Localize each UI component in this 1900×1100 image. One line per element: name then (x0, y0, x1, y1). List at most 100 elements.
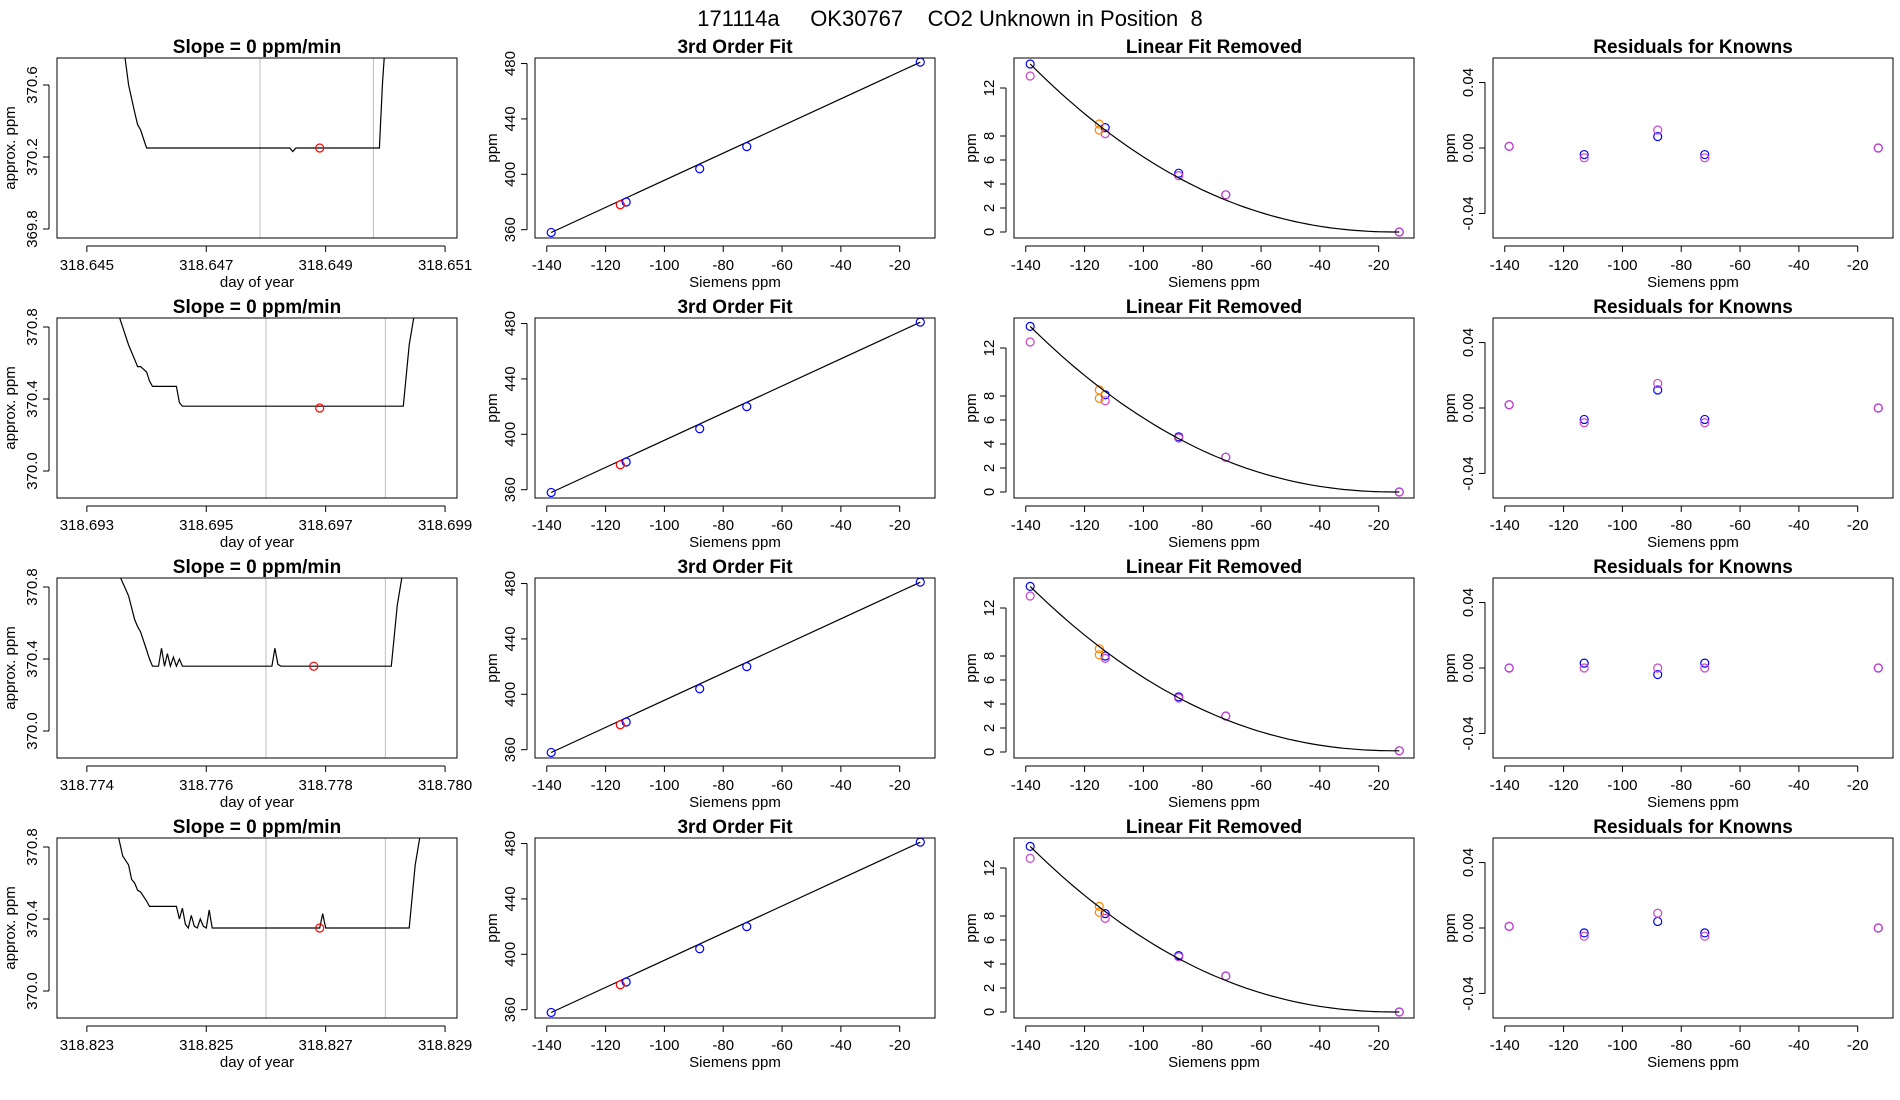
known-point (1700, 414, 1710, 425)
known-point (695, 424, 705, 434)
x-axis-label: Siemens ppm (1168, 534, 1260, 551)
x-tick-label: 318.647 (179, 257, 233, 274)
chart-title: Slope = 0 ppm/min (173, 557, 341, 578)
x-axis-label: day of year (220, 794, 294, 811)
known-point (915, 838, 925, 847)
y-tick-label: 360 (502, 477, 519, 502)
x-tick-label: -120 (591, 257, 621, 274)
y-tick-label: 8 (981, 912, 998, 920)
plot-frame (1492, 57, 1894, 239)
x-tick-label: -120 (1549, 517, 1579, 534)
x-tick-label: -80 (1670, 777, 1692, 794)
x-tick-label: -120 (1070, 777, 1100, 794)
x-axis-label: Siemens ppm (1647, 534, 1739, 551)
y-tick-label: 370.0 (24, 452, 41, 490)
y-tick-label: 370.2 (24, 138, 41, 176)
x-tick-label: -20 (889, 1037, 911, 1054)
plot-area (1025, 59, 1404, 237)
x-tick-label: 318.649 (299, 257, 353, 274)
x-tick-label: -40 (830, 257, 852, 274)
known-point-alt (1579, 663, 1589, 673)
trace-line (120, 578, 403, 669)
x-tick-label: 318.645 (60, 257, 114, 274)
known-point-alt (1174, 693, 1184, 703)
x-tick-label: -60 (1729, 517, 1751, 534)
fit-curve (1029, 845, 1400, 1013)
y-tick-label: 370.6 (24, 66, 41, 104)
x-tick-label: 318.693 (60, 517, 114, 534)
unknown-point (615, 980, 625, 990)
plot-area (118, 838, 421, 1018)
panel-1-4: Residuals for Knowns -140 -120 -100 -80 -60 -4… (1442, 37, 1894, 291)
y-tick-label: 8 (981, 132, 998, 140)
panel-1-2: 3rd Order Fit -140 -120 -100 -80 -60 -40 -20 Sie… (484, 37, 936, 291)
y-tick-label: -0.04 (1460, 716, 1477, 750)
known-point (621, 977, 631, 987)
x-tick-label: 318.774 (60, 777, 114, 794)
trace-line (119, 318, 415, 407)
known-point (1700, 149, 1710, 160)
y-axis-label: ppm (1442, 133, 1459, 162)
x-axis-label: Siemens ppm (1647, 1054, 1739, 1071)
x-tick-label: 318.695 (179, 517, 233, 534)
known-point-alt (1221, 452, 1231, 462)
y-tick-label: 6 (981, 416, 998, 424)
fit-line (550, 61, 921, 234)
y-tick-label: 370.8 (24, 308, 41, 346)
x-tick-label: -120 (1070, 257, 1100, 274)
x-tick-label: -100 (649, 1037, 679, 1054)
known-point (1579, 149, 1589, 160)
y-tick-label: 4 (981, 700, 998, 708)
x-tick-label: -100 (1128, 517, 1158, 534)
x-tick-label: -80 (712, 517, 734, 534)
unknown-point (1094, 901, 1104, 912)
chart-title: Linear Fit Removed (1126, 37, 1302, 58)
trace-line (118, 838, 421, 930)
x-tick-label: -40 (1309, 517, 1331, 534)
chart-title: Residuals for Knowns (1593, 297, 1793, 318)
known-point-alt (1579, 418, 1589, 428)
plot-frame (534, 57, 936, 239)
x-tick-label: -40 (1788, 1037, 1810, 1054)
chart-title: Slope = 0 ppm/min (173, 37, 341, 58)
known-point (742, 402, 752, 412)
x-tick-label: -140 (532, 517, 562, 534)
x-axis-label: Siemens ppm (1168, 274, 1260, 291)
unknown-point (1094, 393, 1104, 403)
plot-area (546, 578, 925, 758)
x-tick-label: 318.778 (299, 777, 353, 794)
x-tick-label: -140 (1011, 257, 1041, 274)
x-tick-label: 318.780 (418, 777, 472, 794)
x-axis-label: Siemens ppm (1647, 274, 1739, 291)
panel-3-1: Slope = 0 ppm/min 318.774 318.776 318.778 31… (2, 557, 472, 811)
x-tick-label: -140 (1011, 517, 1041, 534)
x-tick-label: -60 (771, 777, 793, 794)
plot-area (546, 838, 925, 1018)
x-tick-label: -20 (889, 257, 911, 274)
known-point (1579, 414, 1589, 425)
chart-title: Slope = 0 ppm/min (173, 297, 341, 318)
unknown-point (1094, 119, 1104, 129)
x-tick-label: -80 (1670, 517, 1692, 534)
chart-title: Residuals for Knowns (1593, 557, 1793, 578)
plot-frame (1492, 577, 1894, 759)
chart-title: Linear Fit Removed (1126, 297, 1302, 318)
y-axis-label: ppm (963, 393, 980, 422)
x-tick-label: -40 (1309, 257, 1331, 274)
known-point (621, 197, 631, 207)
x-tick-label: -60 (1250, 517, 1272, 534)
y-tick-label: 6 (981, 676, 998, 684)
known-point (546, 1007, 556, 1018)
x-tick-label: -20 (1847, 257, 1869, 274)
known-point (1025, 59, 1035, 69)
x-axis-label: day of year (220, 274, 294, 291)
known-point (695, 944, 705, 954)
known-point (1653, 669, 1663, 680)
y-tick-label: 440 (502, 886, 519, 911)
y-tick-label: 2 (981, 984, 998, 992)
chart-title: 3rd Order Fit (677, 557, 793, 578)
y-tick-label: 0.04 (1460, 848, 1477, 877)
panel-2-2: 3rd Order Fit -140 -120 -100 -80 -60 -40 -20 Sie… (484, 297, 936, 551)
y-tick-label: 370.4 (24, 380, 41, 418)
x-tick-label: -140 (1011, 777, 1041, 794)
